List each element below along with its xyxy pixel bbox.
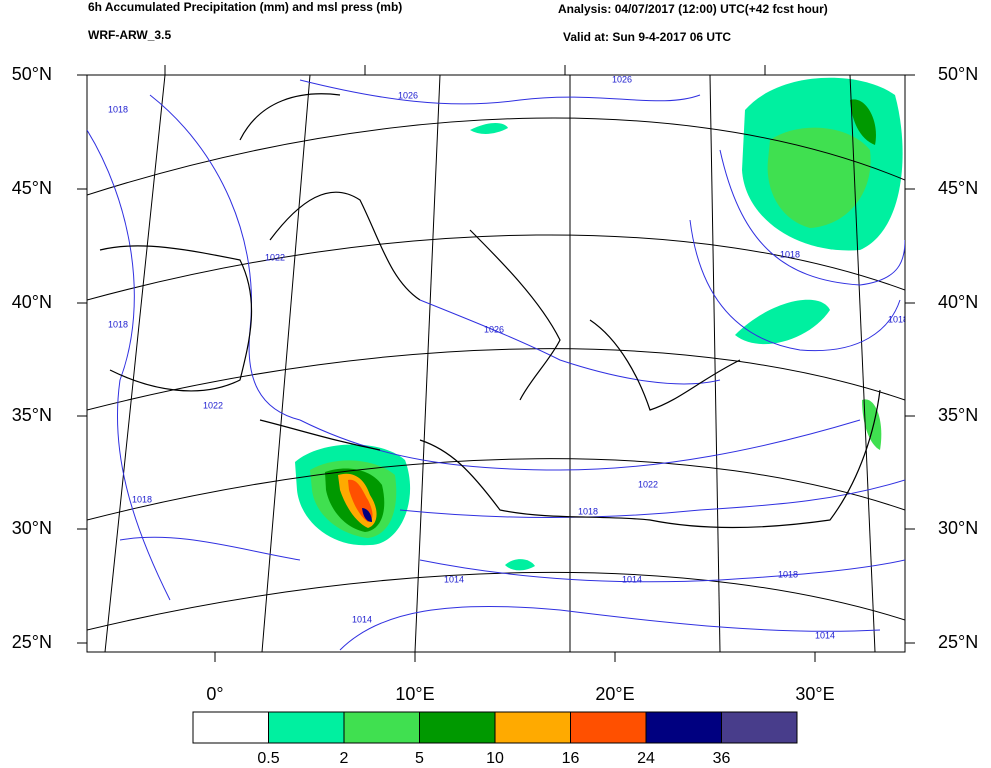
lon-label: 20°E	[595, 684, 634, 704]
isobar-label: 1022	[203, 400, 223, 410]
isobar-label: 1026	[398, 90, 418, 100]
isobar-label: 1014	[444, 574, 464, 584]
colorbar: 0.5 2 5 10 16 24 36	[192, 711, 798, 767]
lat-label: 50°N	[12, 64, 52, 84]
lon-label: 0°	[206, 684, 223, 704]
precip-area	[362, 508, 372, 522]
axis-labels: 50°N 50°N 45°N 45°N 40°N 40°N 35°N 35°N 30°N 30°N…	[12, 64, 978, 704]
lat-label: 40°N	[938, 292, 978, 312]
isobar-labels: 1018 1026 1026 1022 1018 1026 1022 1018 …	[108, 74, 908, 640]
lat-label: 25°N	[12, 632, 52, 652]
isobar-label: 1018	[780, 249, 800, 259]
lat-label: 35°N	[938, 405, 978, 425]
colorbar-box	[494, 711, 571, 744]
isobar-label: 1018	[578, 506, 598, 516]
precip-area	[470, 123, 508, 134]
isobar-label: 1018	[108, 319, 128, 329]
lon-label: 10°E	[395, 684, 434, 704]
lon-label: 30°E	[795, 684, 834, 704]
lat-label: 35°N	[12, 405, 52, 425]
colorbar-box	[268, 711, 345, 744]
model-name: WRF-ARW_3.5	[88, 28, 171, 42]
colorbar-box	[721, 711, 798, 744]
map-area: 1018 1026 1026 1022 1018 1026 1022 1018 …	[86, 74, 908, 653]
isobar-label: 1018	[778, 569, 798, 579]
isobar-label: 1014	[352, 614, 372, 624]
colorbar-box	[570, 711, 647, 744]
colorbar-box	[419, 711, 496, 744]
lat-label: 25°N	[938, 632, 978, 652]
analysis-time: Analysis: 04/07/2017 (12:00) UTC(+42 fcs…	[558, 2, 828, 16]
colorbar-box	[192, 711, 269, 744]
precip-area	[767, 127, 871, 228]
isobar-label: 1026	[484, 324, 504, 334]
lat-label: 30°N	[938, 518, 978, 538]
isobar-label: 1018	[108, 104, 128, 114]
lat-label: 50°N	[938, 64, 978, 84]
isobar-label: 1022	[265, 252, 285, 262]
lat-label: 45°N	[12, 178, 52, 198]
colorbar-label: 2	[340, 750, 349, 767]
title: 6h Accumulated Precipitation (mm) and ms…	[88, 0, 402, 14]
colorbar-label: 5	[415, 750, 424, 767]
isobar-label: 1026	[612, 74, 632, 84]
valid-time: Valid at: Sun 9-4-2017 06 UTC	[563, 30, 731, 44]
isobar-label: 1014	[815, 630, 835, 640]
colorbar-box	[645, 711, 722, 744]
colorbar-label: 16	[562, 750, 580, 767]
lat-label: 40°N	[12, 292, 52, 312]
colorbar-label: 36	[713, 750, 731, 767]
isobar-label: 1014	[622, 574, 642, 584]
lat-label: 30°N	[12, 518, 52, 538]
isobar-label: 1018	[888, 314, 908, 324]
precipitation	[295, 77, 903, 571]
isobar-label: 1022	[638, 479, 658, 489]
colorbar-label: 24	[637, 750, 655, 767]
colorbar-box	[343, 711, 420, 744]
precip-area	[505, 559, 535, 571]
precip-area	[850, 99, 876, 145]
colorbar-label: 0.5	[257, 750, 279, 767]
colorbar-label: 10	[486, 750, 504, 767]
coastlines	[99, 93, 881, 529]
lat-label: 45°N	[938, 178, 978, 198]
precip-area	[735, 299, 830, 345]
isobar-label: 1018	[132, 494, 152, 504]
